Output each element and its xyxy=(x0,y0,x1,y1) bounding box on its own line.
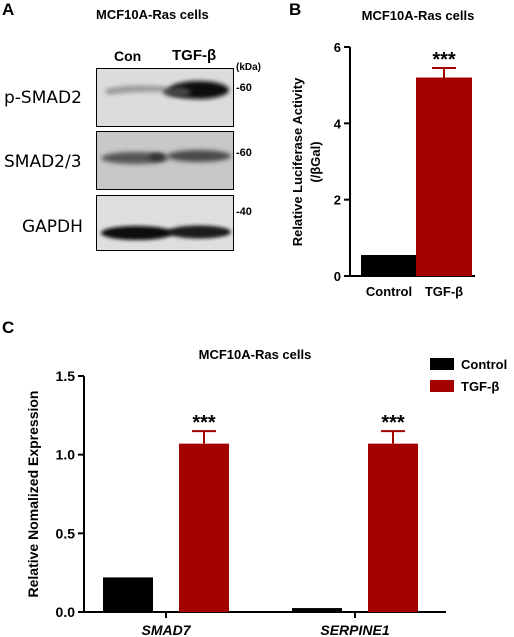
expression-chart: MCF10A-Ras cells 0.0 0.5 1.0 1.5 Relative Nom… xyxy=(25,347,507,637)
chart-b-y-axis-label: Relative Luciferase Activity xyxy=(290,77,305,246)
chart-c-y-tick-label: 1.5 xyxy=(56,368,76,384)
protein-label-psmad2: p-SMAD2 xyxy=(4,88,82,108)
lane-label-tgf: TGF-β xyxy=(172,47,217,64)
luciferase-chart: MCF10A-Ras cells 0 2 4 6 Relative Luciferase … xyxy=(290,8,475,299)
lane-label-con: Con xyxy=(114,48,142,64)
chart-c-y-axis-label: Relative Nomalized Expression xyxy=(25,391,41,598)
chart-c-title: MCF10A-Ras cells xyxy=(199,347,312,362)
chart-c-legend-swatch xyxy=(430,358,454,370)
marker-smad23: -60 xyxy=(236,147,252,159)
blot-title: MCF10A-Ras cells xyxy=(96,7,209,22)
chart-b-bar xyxy=(416,77,472,277)
chart-c-significance-label: *** xyxy=(381,412,405,434)
chart-b-bar xyxy=(361,255,417,276)
chart-c-bar xyxy=(103,577,153,612)
chart-c-bar xyxy=(292,608,342,612)
chart-c-x-tick-label: SERPINE1 xyxy=(320,622,389,637)
panel-label-b: B xyxy=(289,0,302,19)
blot-image-gapdh xyxy=(96,195,234,251)
chart-b-y-axis-label-unit: (/βGal) xyxy=(308,141,323,182)
protein-label-smad23: SMAD2/3 xyxy=(4,152,82,172)
blot-image-psmad2 xyxy=(96,68,234,127)
chart-b-y-tick-label: 4 xyxy=(334,116,342,131)
panel-label-c: C xyxy=(2,318,15,337)
kda-unit-label: (kDa) xyxy=(236,62,262,73)
protein-label-gapdh: GAPDH xyxy=(22,217,83,237)
marker-gapdh: -40 xyxy=(236,206,252,218)
chart-c-y-tick-label: 0.5 xyxy=(56,525,76,541)
chart-b-y-tick-label: 2 xyxy=(334,193,341,208)
chart-c-x-tick-label: SMAD7 xyxy=(141,622,191,637)
chart-c-y-tick-label: 0.0 xyxy=(56,604,76,620)
panel-label-a: A xyxy=(2,0,15,19)
chart-c-legend-swatch xyxy=(430,380,454,392)
chart-c-significance-label: *** xyxy=(192,412,216,434)
chart-c-legend-label: TGF-β xyxy=(461,379,499,394)
chart-c-y-tick-label: 1.0 xyxy=(56,447,76,463)
marker-psmad2: -60 xyxy=(236,82,252,94)
chart-b-x-tick-label: TGF-β xyxy=(425,284,463,299)
chart-c-legend-label: Control xyxy=(461,357,507,372)
chart-b-y-tick-label: 0 xyxy=(334,269,341,284)
chart-b-significance-label: *** xyxy=(432,49,456,71)
chart-b-x-tick-label: Control xyxy=(366,284,412,299)
chart-b-title: MCF10A-Ras cells xyxy=(362,8,475,23)
blot-image-smad23 xyxy=(96,131,234,190)
chart-c-bar xyxy=(179,443,229,612)
chart-c-bar xyxy=(368,443,418,612)
chart-b-y-tick-label: 6 xyxy=(334,40,341,55)
